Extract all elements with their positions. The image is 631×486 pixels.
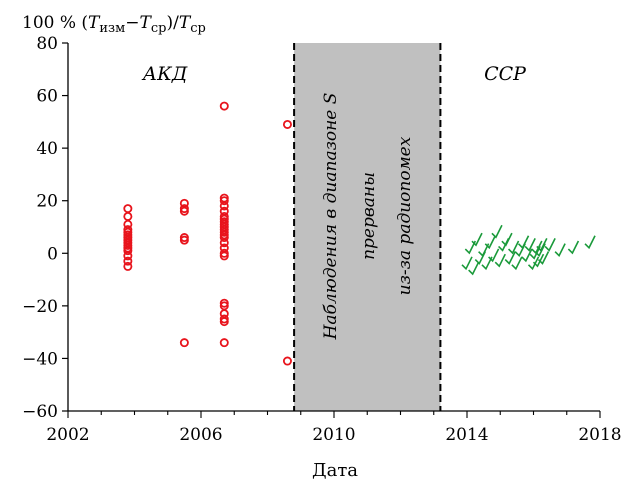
data-point-circle bbox=[219, 317, 229, 327]
data-point-check bbox=[537, 251, 550, 265]
data-point-check bbox=[521, 248, 533, 263]
region-label-ssr: ССР bbox=[484, 63, 527, 85]
data-point-circle bbox=[123, 246, 133, 256]
data-point-check bbox=[584, 235, 596, 250]
y-tick-label: −20 bbox=[22, 297, 58, 317]
data-point-circle bbox=[219, 201, 229, 211]
data-point-circle bbox=[179, 338, 189, 348]
gap-label: из-за радиопомех bbox=[395, 136, 415, 295]
data-point-circle bbox=[179, 206, 189, 216]
x-ticks: 2002 2006 2010 2014 2018 bbox=[46, 411, 622, 445]
data-point-check bbox=[517, 235, 530, 250]
y-tick-label: 80 bbox=[36, 34, 58, 54]
data-point-circle bbox=[219, 238, 229, 248]
data-point-check bbox=[567, 240, 580, 255]
data-points bbox=[123, 101, 596, 366]
data-point-check bbox=[504, 251, 516, 265]
data-point-check bbox=[536, 238, 548, 252]
gap-label: Наблюдения в диапазоне S bbox=[321, 93, 341, 341]
data-point-check bbox=[471, 232, 483, 247]
data-point-circle bbox=[219, 196, 229, 206]
data-point-circle bbox=[282, 119, 292, 129]
data-point-check bbox=[478, 243, 490, 258]
x-tick-label: 2014 bbox=[445, 425, 488, 445]
gap-label: прерваны bbox=[359, 172, 379, 260]
data-point-check bbox=[464, 240, 477, 255]
data-point-check bbox=[529, 245, 541, 260]
y-tick-label: 40 bbox=[36, 139, 58, 159]
data-point-check bbox=[524, 238, 536, 252]
x-tick-label: 2018 bbox=[578, 425, 621, 445]
data-point-circle bbox=[123, 204, 133, 214]
data-point-circle bbox=[179, 235, 189, 245]
data-point-circle bbox=[219, 251, 229, 261]
data-point-circle bbox=[123, 211, 133, 221]
y-tick-label: 20 bbox=[36, 192, 58, 212]
data-point-check bbox=[501, 232, 513, 247]
data-point-check bbox=[554, 243, 566, 258]
data-point-circle bbox=[219, 338, 229, 348]
gap-label-line-2: прерваны bbox=[359, 172, 379, 260]
gap-region bbox=[294, 43, 441, 411]
data-point-check bbox=[494, 253, 506, 268]
data-point-circle bbox=[123, 256, 133, 266]
data-point-check bbox=[488, 248, 500, 263]
data-point-circle bbox=[219, 233, 229, 243]
data-point-circle bbox=[123, 251, 133, 261]
data-point-check bbox=[534, 243, 546, 258]
data-point-check bbox=[484, 235, 496, 250]
data-point-circle bbox=[123, 261, 133, 271]
gap-label-line-1: Наблюдения в диапазоне S bbox=[321, 93, 341, 341]
data-point-check bbox=[511, 256, 523, 271]
y-tick-label: −60 bbox=[22, 402, 58, 422]
y-tick-label: −40 bbox=[22, 349, 58, 369]
y-tick-label: 0 bbox=[47, 244, 58, 264]
data-point-circle bbox=[282, 356, 292, 366]
x-tick-label: 2002 bbox=[46, 425, 89, 445]
x-tick-label: 2006 bbox=[179, 425, 222, 445]
x-axis-title: Дата bbox=[312, 460, 358, 481]
y-tick-label: 60 bbox=[36, 87, 58, 107]
data-point-circle bbox=[219, 101, 229, 111]
data-point-check bbox=[544, 238, 556, 252]
data-point-check bbox=[527, 256, 540, 271]
data-point-check bbox=[468, 261, 480, 276]
data-point-check bbox=[507, 240, 520, 255]
data-point-check bbox=[461, 256, 473, 271]
x-tick-label: 2010 bbox=[312, 425, 355, 445]
gap-label-line-3: из-за радиопомех bbox=[395, 136, 415, 295]
y-axis-title: 100 % (Tизм−Tср)/Tср bbox=[22, 13, 206, 36]
data-point-check bbox=[481, 256, 493, 271]
region-label-akd: АКД bbox=[141, 63, 188, 85]
data-point-check bbox=[532, 253, 545, 268]
y-ticks: −60 −40 −20 0 20 40 60 80 bbox=[22, 34, 68, 422]
data-point-check bbox=[491, 224, 503, 239]
